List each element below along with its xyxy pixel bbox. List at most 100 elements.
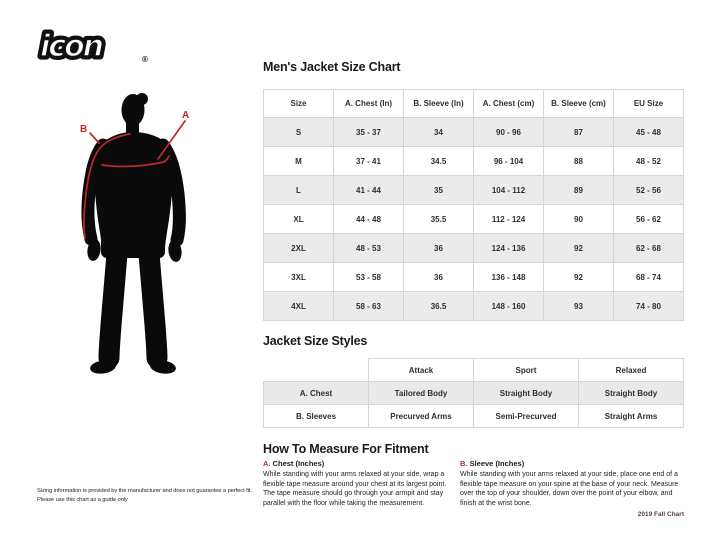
cell-chest-in: 37 - 41	[333, 146, 404, 176]
cell-sleeve-cm: 87	[543, 117, 614, 147]
cell-sleeve-in: 36	[403, 233, 474, 263]
col-header-chest-in: A. Chest (In)	[333, 89, 404, 118]
cell-relaxed-chest: Straight Body	[578, 381, 684, 405]
cell-size: M	[263, 146, 334, 176]
styles-row-chest: A. Chest Tailored Body Straight Body Str…	[263, 381, 684, 405]
cell-sleeve-in: 34	[403, 117, 474, 147]
size-chart-title: Men's Jacket Size Chart	[263, 60, 401, 74]
cell-eu-size: 48 - 52	[613, 146, 684, 176]
size-row-m: M 37 - 41 34.5 96 - 104 88 48 - 52	[263, 146, 684, 176]
cell-sleeve-in: 36.5	[403, 291, 474, 321]
chest-label-prefix: A.	[263, 459, 271, 468]
cell-chest-cm: 112 - 124	[473, 204, 544, 234]
size-row-2xl: 2XL 48 - 53 36 124 - 136 92 62 - 68	[263, 233, 684, 263]
chest-instruction-label: A. Chest (Inches)	[263, 459, 457, 468]
styles-row-sleeves: B. Sleeves Precurved Arms Semi-Precurved…	[263, 404, 684, 428]
cell-chest-in: 53 - 58	[333, 262, 404, 292]
size-row-xl: XL 44 - 48 35.5 112 - 124 90 56 - 62	[263, 204, 684, 234]
cell-chest-cm: 124 - 136	[473, 233, 544, 263]
size-row-4xl: 4XL 58 - 63 36.5 148 - 160 93 74 - 80	[263, 291, 684, 321]
col-header-eu-size: EU Size	[613, 89, 684, 118]
cell-eu-size: 45 - 48	[613, 117, 684, 147]
icon-brand-logo: icon icon icon ®	[34, 26, 156, 73]
sleeve-instruction-label: B. Sleeve (Inches)	[460, 459, 686, 468]
cell-eu-size: 56 - 62	[613, 204, 684, 234]
cell-chest-in: 41 - 44	[333, 175, 404, 205]
sleeve-label-text: Sleeve (Inches)	[467, 459, 525, 468]
cell-row-label: B. Sleeves	[263, 404, 369, 428]
col-header-chest-cm: A. Chest (cm)	[473, 89, 544, 118]
logo-text-outline: icon	[40, 29, 103, 64]
cell-chest-in: 48 - 53	[333, 233, 404, 263]
cell-sleeve-in: 35.5	[403, 204, 474, 234]
sleeve-instruction-text: While standing with your arms relaxed at…	[460, 471, 679, 507]
col-header-sleeve-cm: B. Sleeve (cm)	[543, 89, 614, 118]
cell-chest-cm: 90 - 96	[473, 117, 544, 147]
cell-chest-cm: 96 - 104	[473, 146, 544, 176]
label-b-connector	[89, 132, 100, 144]
chart-content-column: Men's Jacket Size Chart Size A. Chest (I…	[263, 0, 684, 540]
silhouette-limbs	[81, 138, 186, 369]
jacket-size-styles-title: Jacket Size Styles	[263, 334, 368, 348]
cell-sport-chest: Straight Body	[473, 381, 579, 405]
cell-row-label: A. Chest	[263, 381, 369, 405]
cell-eu-size: 74 - 80	[613, 291, 684, 321]
cell-sleeve-cm: 88	[543, 146, 614, 176]
chest-measure-instructions: A. Chest (Inches) While standing with yo…	[263, 459, 457, 509]
cell-attack-chest: Tailored Body	[368, 381, 474, 405]
cell-eu-size: 62 - 68	[613, 233, 684, 263]
cell-chest-cm: 136 - 148	[473, 262, 544, 292]
cell-chest-in: 35 - 37	[333, 117, 404, 147]
mens-jacket-size-table: Size A. Chest (In) B. Sleeve (In) A. Che…	[263, 89, 684, 321]
cell-chest-in: 58 - 63	[333, 291, 404, 321]
cell-chest-cm: 148 - 160	[473, 291, 544, 321]
col-header-attack: Attack	[368, 358, 474, 382]
cell-sleeve-cm: 93	[543, 291, 614, 321]
size-table-header-row: Size A. Chest (In) B. Sleeve (In) A. Che…	[263, 89, 684, 118]
size-row-l: L 41 - 44 35 104 - 112 89 52 - 56	[263, 175, 684, 205]
label-a: A	[182, 110, 189, 121]
sleeve-measure-instructions: B. Sleeve (Inches) While standing with y…	[460, 459, 686, 509]
cell-sleeve-in: 35	[403, 175, 474, 205]
cell-eu-size: 52 - 56	[613, 175, 684, 205]
fitment-title: How To Measure For Fitment	[263, 442, 429, 456]
cell-size: 4XL	[263, 291, 334, 321]
cell-sport-sleeves: Semi-Precurved	[473, 404, 579, 428]
logo-text-inner-line: icon	[40, 29, 103, 64]
col-header-size: Size	[263, 89, 334, 118]
styles-blank-header	[264, 359, 369, 382]
size-row-3xl: 3XL 53 - 58 36 136 - 148 92 68 - 74	[263, 262, 684, 292]
cell-sleeve-in: 36	[403, 262, 474, 292]
jacket-size-styles-table: Attack Sport Relaxed A. Chest Tailored B…	[263, 358, 684, 428]
size-row-s: S 35 - 37 34 90 - 96 87 45 - 48	[263, 117, 684, 147]
sizing-disclaimer: Sizing information is provided by the ma…	[37, 488, 252, 504]
registered-mark: ®	[142, 55, 148, 64]
chart-version-label: 2019 Fall Chart	[637, 511, 684, 518]
col-header-sleeve-in: B. Sleeve (In)	[403, 89, 474, 118]
chest-instruction-text: While standing with your arms relaxed at…	[263, 471, 447, 507]
cell-relaxed-sleeves: Straight Arms	[578, 404, 684, 428]
cell-eu-size: 68 - 74	[613, 262, 684, 292]
label-a-connector	[157, 120, 186, 160]
logo-text-fill: icon	[40, 29, 103, 64]
col-header-relaxed: Relaxed	[578, 358, 684, 382]
icon-logo-graphic: icon icon icon ®	[37, 26, 149, 68]
cell-sleeve-in: 34.5	[403, 146, 474, 176]
chest-measure-line	[101, 155, 170, 168]
male-silhouette-graphic: B A	[80, 93, 189, 374]
measurement-lines	[83, 120, 186, 239]
cell-size: 3XL	[263, 262, 334, 292]
sleeve-label-prefix: B.	[460, 459, 468, 468]
cell-size: 2XL	[263, 233, 334, 263]
chest-label-text: Chest (Inches)	[270, 459, 325, 468]
cell-size: XL	[263, 204, 334, 234]
cell-chest-in: 44 - 48	[333, 204, 404, 234]
sleeve-measure-line	[83, 133, 131, 239]
cell-sleeve-cm: 90	[543, 204, 614, 234]
cell-sleeve-cm: 92	[543, 262, 614, 292]
cell-chest-cm: 104 - 112	[473, 175, 544, 205]
cell-size: L	[263, 175, 334, 205]
cell-sleeve-cm: 92	[543, 233, 614, 263]
cell-size: S	[263, 117, 334, 147]
